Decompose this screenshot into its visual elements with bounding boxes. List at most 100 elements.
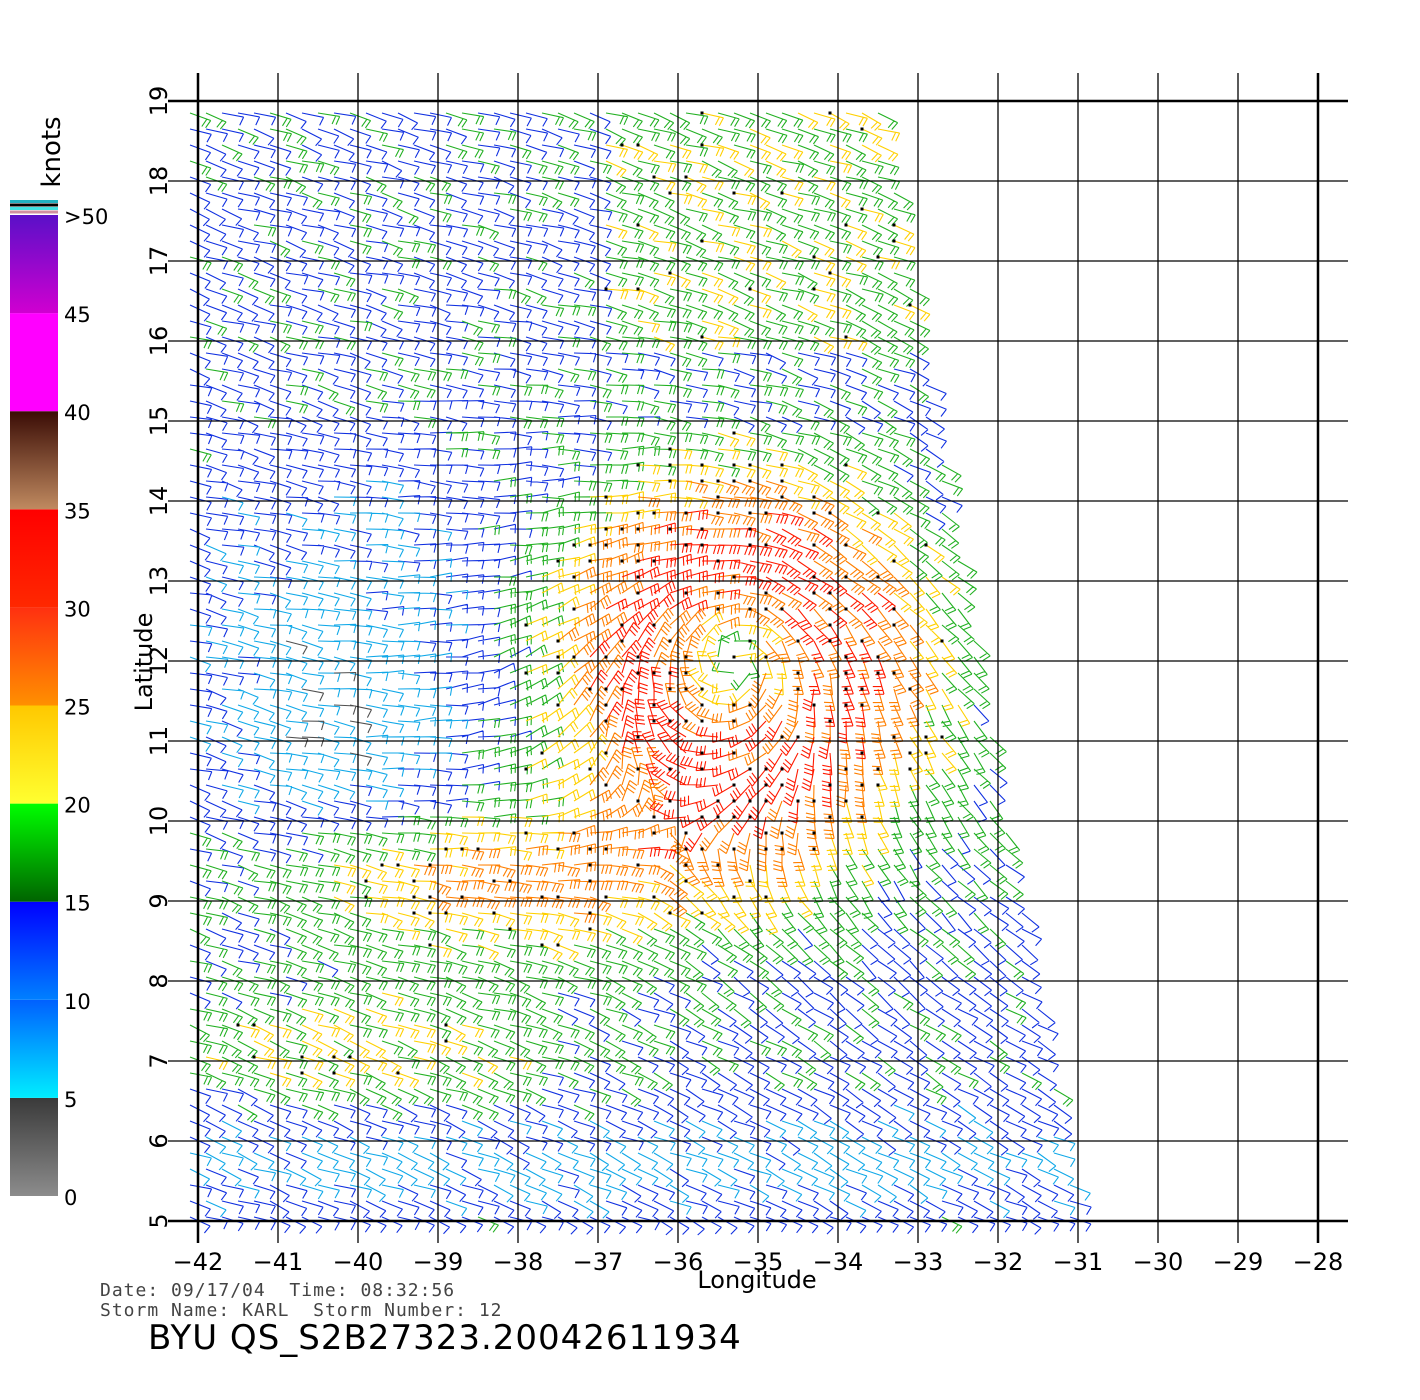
rain-flag <box>844 767 848 771</box>
x-tick-labels: −42 −41 −40 −39 −38 −37 −36 −35 −34 −33 −32 −31 −30 −… <box>173 1248 1344 1276</box>
rain-flag <box>780 847 784 851</box>
rain-flag <box>700 543 704 547</box>
rain-flag <box>748 607 752 611</box>
x-tick-label: −41 <box>253 1248 304 1276</box>
rain-flag <box>652 895 656 899</box>
wind-barb-group <box>205 112 971 1090</box>
rain-flag <box>764 591 768 595</box>
rain-flag <box>668 479 672 483</box>
rain-flags <box>236 111 944 1075</box>
rain-flag <box>604 527 608 531</box>
rain-flag <box>764 895 768 899</box>
x-tick-label: −30 <box>1133 1248 1184 1276</box>
rain-flag <box>716 559 720 563</box>
rain-flag <box>924 735 928 739</box>
rain-flag <box>812 255 816 259</box>
rain-flag <box>588 687 592 691</box>
rain-flag <box>636 767 640 771</box>
rain-flag <box>780 495 784 499</box>
rain-flag <box>524 767 528 771</box>
rain-flag <box>700 111 704 115</box>
rain-flag <box>652 175 656 179</box>
rain-flag <box>716 607 720 611</box>
rain-flag <box>860 127 864 131</box>
rain-flag <box>684 879 688 883</box>
rain-flag <box>460 847 464 851</box>
colorbar-segment <box>10 901 58 1000</box>
rain-flag <box>764 799 768 803</box>
rain-flag <box>748 799 752 803</box>
rain-flag <box>668 639 672 643</box>
x-tick-label: −40 <box>333 1248 384 1276</box>
rain-flag <box>636 511 640 515</box>
rain-flag <box>524 623 528 627</box>
rain-flag <box>412 911 416 915</box>
rain-flag <box>636 223 640 227</box>
rain-flag <box>812 591 816 595</box>
rain-flag <box>476 847 480 851</box>
rain-flag <box>492 911 496 915</box>
rain-flag <box>556 671 560 675</box>
rain-flag <box>764 831 768 835</box>
rain-flag <box>700 719 704 723</box>
rain-flag <box>908 687 912 691</box>
rain-flag <box>700 463 704 467</box>
rain-flag <box>700 239 704 243</box>
rain-flag <box>604 895 608 899</box>
rain-flag <box>748 511 752 515</box>
rain-flag <box>828 623 832 627</box>
x-tick-label: −39 <box>413 1248 464 1276</box>
rain-flag <box>684 863 688 867</box>
rain-flag <box>812 543 816 547</box>
rain-flag <box>572 655 576 659</box>
rain-flag <box>684 719 688 723</box>
rain-flag <box>828 607 832 611</box>
rain-flag <box>732 799 736 803</box>
rain-flag <box>524 831 528 835</box>
rain-flag <box>700 479 704 483</box>
rain-flag <box>828 111 832 115</box>
rain-flag <box>620 143 624 147</box>
rain-flag <box>636 463 640 467</box>
rain-flag <box>668 191 672 195</box>
colorbar-unit-label: knots <box>37 116 67 187</box>
rain-flag <box>636 671 640 675</box>
storm-number-value: 12 <box>478 1300 503 1321</box>
y-tick-label: 10 <box>145 806 173 837</box>
rain-flag <box>764 783 768 787</box>
rain-flag <box>684 687 688 691</box>
rain-flag <box>652 815 656 819</box>
date-value: 09/17/04 <box>171 1280 266 1301</box>
rain-flag <box>780 479 784 483</box>
rain-flag <box>380 863 384 867</box>
rain-flag <box>604 495 608 499</box>
rain-flag <box>604 783 608 787</box>
rain-flag <box>700 815 704 819</box>
y-tick-label: 5 <box>145 1213 173 1228</box>
rain-flag <box>428 943 432 947</box>
rain-flag <box>812 575 816 579</box>
rain-flag <box>716 495 720 499</box>
rain-flag <box>716 863 720 867</box>
rain-flag <box>364 879 368 883</box>
rain-flag <box>668 463 672 467</box>
colorbar-tick-label: 20 <box>64 794 91 818</box>
rain-flag <box>540 751 544 755</box>
rain-flag <box>636 575 640 579</box>
rain-flag <box>636 591 640 595</box>
rain-flag <box>700 703 704 707</box>
rain-flag <box>668 527 672 531</box>
y-tick-label: 9 <box>145 893 173 908</box>
x-tick-label: −32 <box>973 1248 1024 1276</box>
x-tick-label: −38 <box>493 1248 544 1276</box>
rain-flag <box>428 863 432 867</box>
y-tick-labels: 5 6 7 8 9 10 11 12 13 14 15 16 17 18 19 <box>145 86 173 1229</box>
rain-flag <box>764 607 768 611</box>
rain-flag <box>652 831 656 835</box>
rain-flag <box>668 719 672 723</box>
y-tick-label: 16 <box>145 326 173 357</box>
rain-flag <box>732 751 736 755</box>
rain-flag <box>236 1023 240 1027</box>
colorbar-segment <box>10 313 58 412</box>
rain-flag <box>572 831 576 835</box>
